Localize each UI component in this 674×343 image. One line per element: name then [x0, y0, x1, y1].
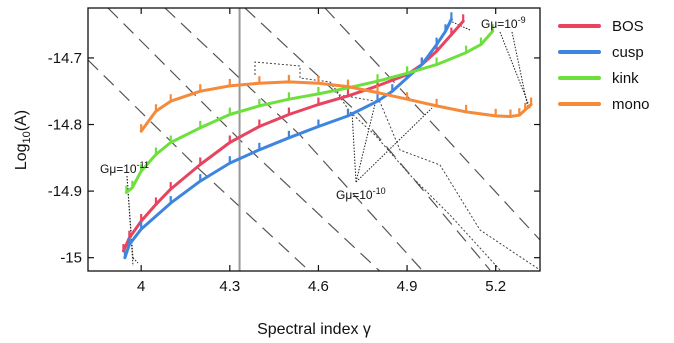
- series-line-cusp: [123, 17, 453, 260]
- dashed-curve-3: [324, 8, 540, 241]
- legend-label-kink: kink: [612, 70, 639, 87]
- annotation-gmu-11: Gμ=10-11: [100, 160, 149, 176]
- dotted-curve-0: [254, 61, 540, 271]
- connector-5: [355, 107, 433, 183]
- series-group: [122, 12, 533, 260]
- annotation-gmu-10: Gμ=10-10: [336, 186, 386, 202]
- dashed-curve-1: [164, 8, 424, 271]
- x-axis-label: Spectral index γ: [257, 321, 371, 338]
- annotation-connectors: [126, 19, 531, 267]
- axis-ticks: 4 4.3 4.6 4.9 5.2 -14.7 -14.8 -14.9 -15: [48, 8, 540, 295]
- x-tick-label-0: 4: [137, 278, 145, 295]
- legend-label-cusp: cusp: [612, 44, 644, 61]
- dashed-curve-0: [107, 8, 381, 271]
- series-line-kink: [124, 29, 495, 194]
- connector-2: [132, 257, 139, 264]
- x-tick-label-1: 4.3: [219, 278, 240, 295]
- y-tick-label-0: -14.7: [48, 50, 82, 67]
- legend: BOS cusp kink mono: [558, 18, 650, 113]
- y-tick-label-2: -14.9: [48, 183, 82, 200]
- legend-label-bos: BOS: [612, 18, 644, 35]
- legend-label-mono: mono: [612, 96, 650, 113]
- plot-frame: [87, 7, 541, 272]
- x-tick-label-2: 4.6: [308, 278, 329, 295]
- y-tick-label-1: -14.8: [48, 117, 82, 134]
- y-tick-label-3: -15: [60, 250, 82, 267]
- connector-8: [511, 31, 529, 109]
- series-line-mono: [139, 80, 533, 133]
- connector-4: [355, 99, 377, 183]
- connector-7: [499, 31, 531, 109]
- x-tick-label-3: 4.9: [397, 278, 418, 295]
- x-tick-label-4: 5.2: [485, 278, 506, 295]
- annotations: Gμ=10-11 Gμ=10-10 Gμ=10-9: [100, 15, 526, 202]
- y-axis-label: Log10(A): [13, 110, 33, 170]
- dashed-curve-4: [88, 59, 311, 271]
- connector-3: [351, 111, 357, 183]
- dotted-curve-1: [329, 81, 501, 271]
- annotation-gmu-9: Gμ=10-9: [481, 15, 526, 31]
- dashed-curve-2: [244, 8, 491, 271]
